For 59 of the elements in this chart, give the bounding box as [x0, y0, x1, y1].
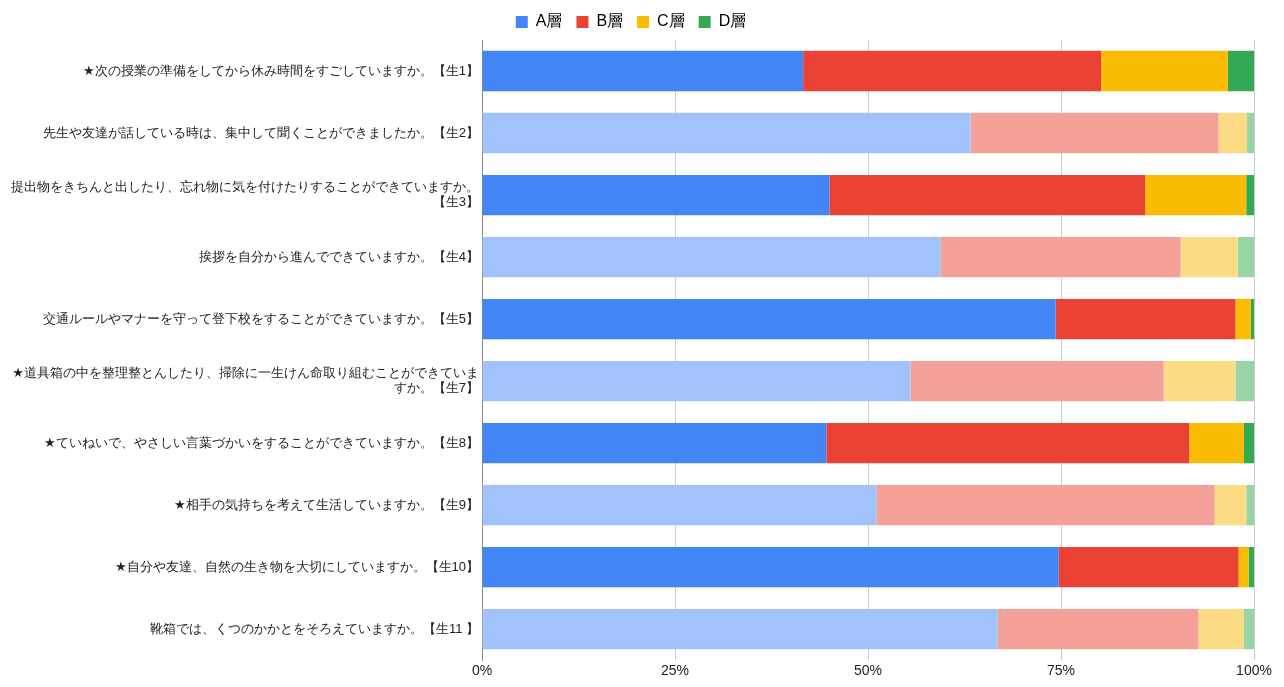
bar — [1237, 236, 1254, 278]
legend-label: D層 — [718, 12, 747, 30]
bar — [482, 484, 877, 526]
y-tick-label: ★自分や友達、自然の生き物を大切にしていますか。【生10】 — [114, 558, 479, 574]
legend-label: B層 — [596, 12, 624, 30]
y-tick-label: ★ていねいで、やさしい言葉づかいをすることができていますか。【生8】 — [44, 434, 479, 450]
bar — [1214, 484, 1247, 526]
bar — [1145, 174, 1247, 216]
y-tick-label: 挨拶を自分から進んでできていますか。【生4】 — [198, 248, 479, 264]
bar — [997, 609, 1199, 650]
bar — [1243, 609, 1254, 650]
bar — [1218, 112, 1248, 154]
bar — [1227, 50, 1254, 92]
bar — [1101, 50, 1228, 92]
bar — [1246, 484, 1254, 526]
bar — [1058, 547, 1239, 588]
bar — [482, 174, 830, 216]
x-tick-label: 50% — [853, 662, 883, 679]
bar — [876, 484, 1215, 526]
bar — [1189, 422, 1244, 464]
y-tick-label: 提出物をきちんと出したり、忘れ物に気を付けたりすることができていますか。【生3】 — [11, 178, 479, 210]
y-tick-label: 交通ルールやマナーを守って登下校をすることができていますか。【生5】 — [42, 310, 479, 326]
x-tick-label: 100% — [1236, 662, 1272, 679]
bar — [1248, 547, 1254, 588]
bar — [829, 174, 1146, 216]
y-tick-label: 靴箱では、くつのかかとをそろえていますか。【生11 】 — [149, 620, 479, 636]
bar — [1246, 174, 1254, 216]
y-tick-label: ★次の授業の準備をしてから休み時間をすごしていますか。【生1】 — [83, 62, 479, 78]
legend-label: C層 — [657, 12, 685, 30]
bar — [482, 236, 941, 278]
bar — [482, 112, 971, 154]
legend-label: A層 — [535, 12, 563, 30]
bar — [482, 422, 827, 464]
x-tick-label: 25% — [660, 662, 690, 679]
bar — [482, 50, 804, 92]
x-tick-label: 0% — [471, 662, 493, 679]
bar — [1247, 112, 1254, 154]
bar — [1238, 547, 1249, 588]
bar — [482, 360, 911, 402]
bar — [826, 422, 1190, 464]
y-tick-label: 先生や友達が話している時は、集中して聞くことができましたか。【生2】 — [42, 124, 479, 140]
x-tick-label: 75% — [1046, 662, 1076, 679]
bar — [910, 360, 1164, 402]
bar — [1235, 298, 1251, 340]
bar — [803, 50, 1102, 92]
bar — [1163, 360, 1236, 402]
bar — [482, 298, 1056, 340]
y-tick-label: ★相手の気持ちを考えて生活していますか。【生9】 — [174, 496, 479, 512]
bar — [1055, 298, 1236, 340]
bar — [970, 112, 1219, 154]
bar — [482, 609, 998, 650]
bar — [1180, 236, 1238, 278]
bar — [1250, 298, 1254, 340]
bar — [1243, 422, 1254, 464]
bar — [940, 236, 1181, 278]
bar — [1235, 360, 1254, 402]
bar — [1198, 609, 1244, 650]
bar — [482, 547, 1059, 588]
y-tick-label: ★道具箱の中を整理整とんしたり、掃除に一生けん命取り組むことができていますか。【生7】 — [12, 364, 479, 396]
